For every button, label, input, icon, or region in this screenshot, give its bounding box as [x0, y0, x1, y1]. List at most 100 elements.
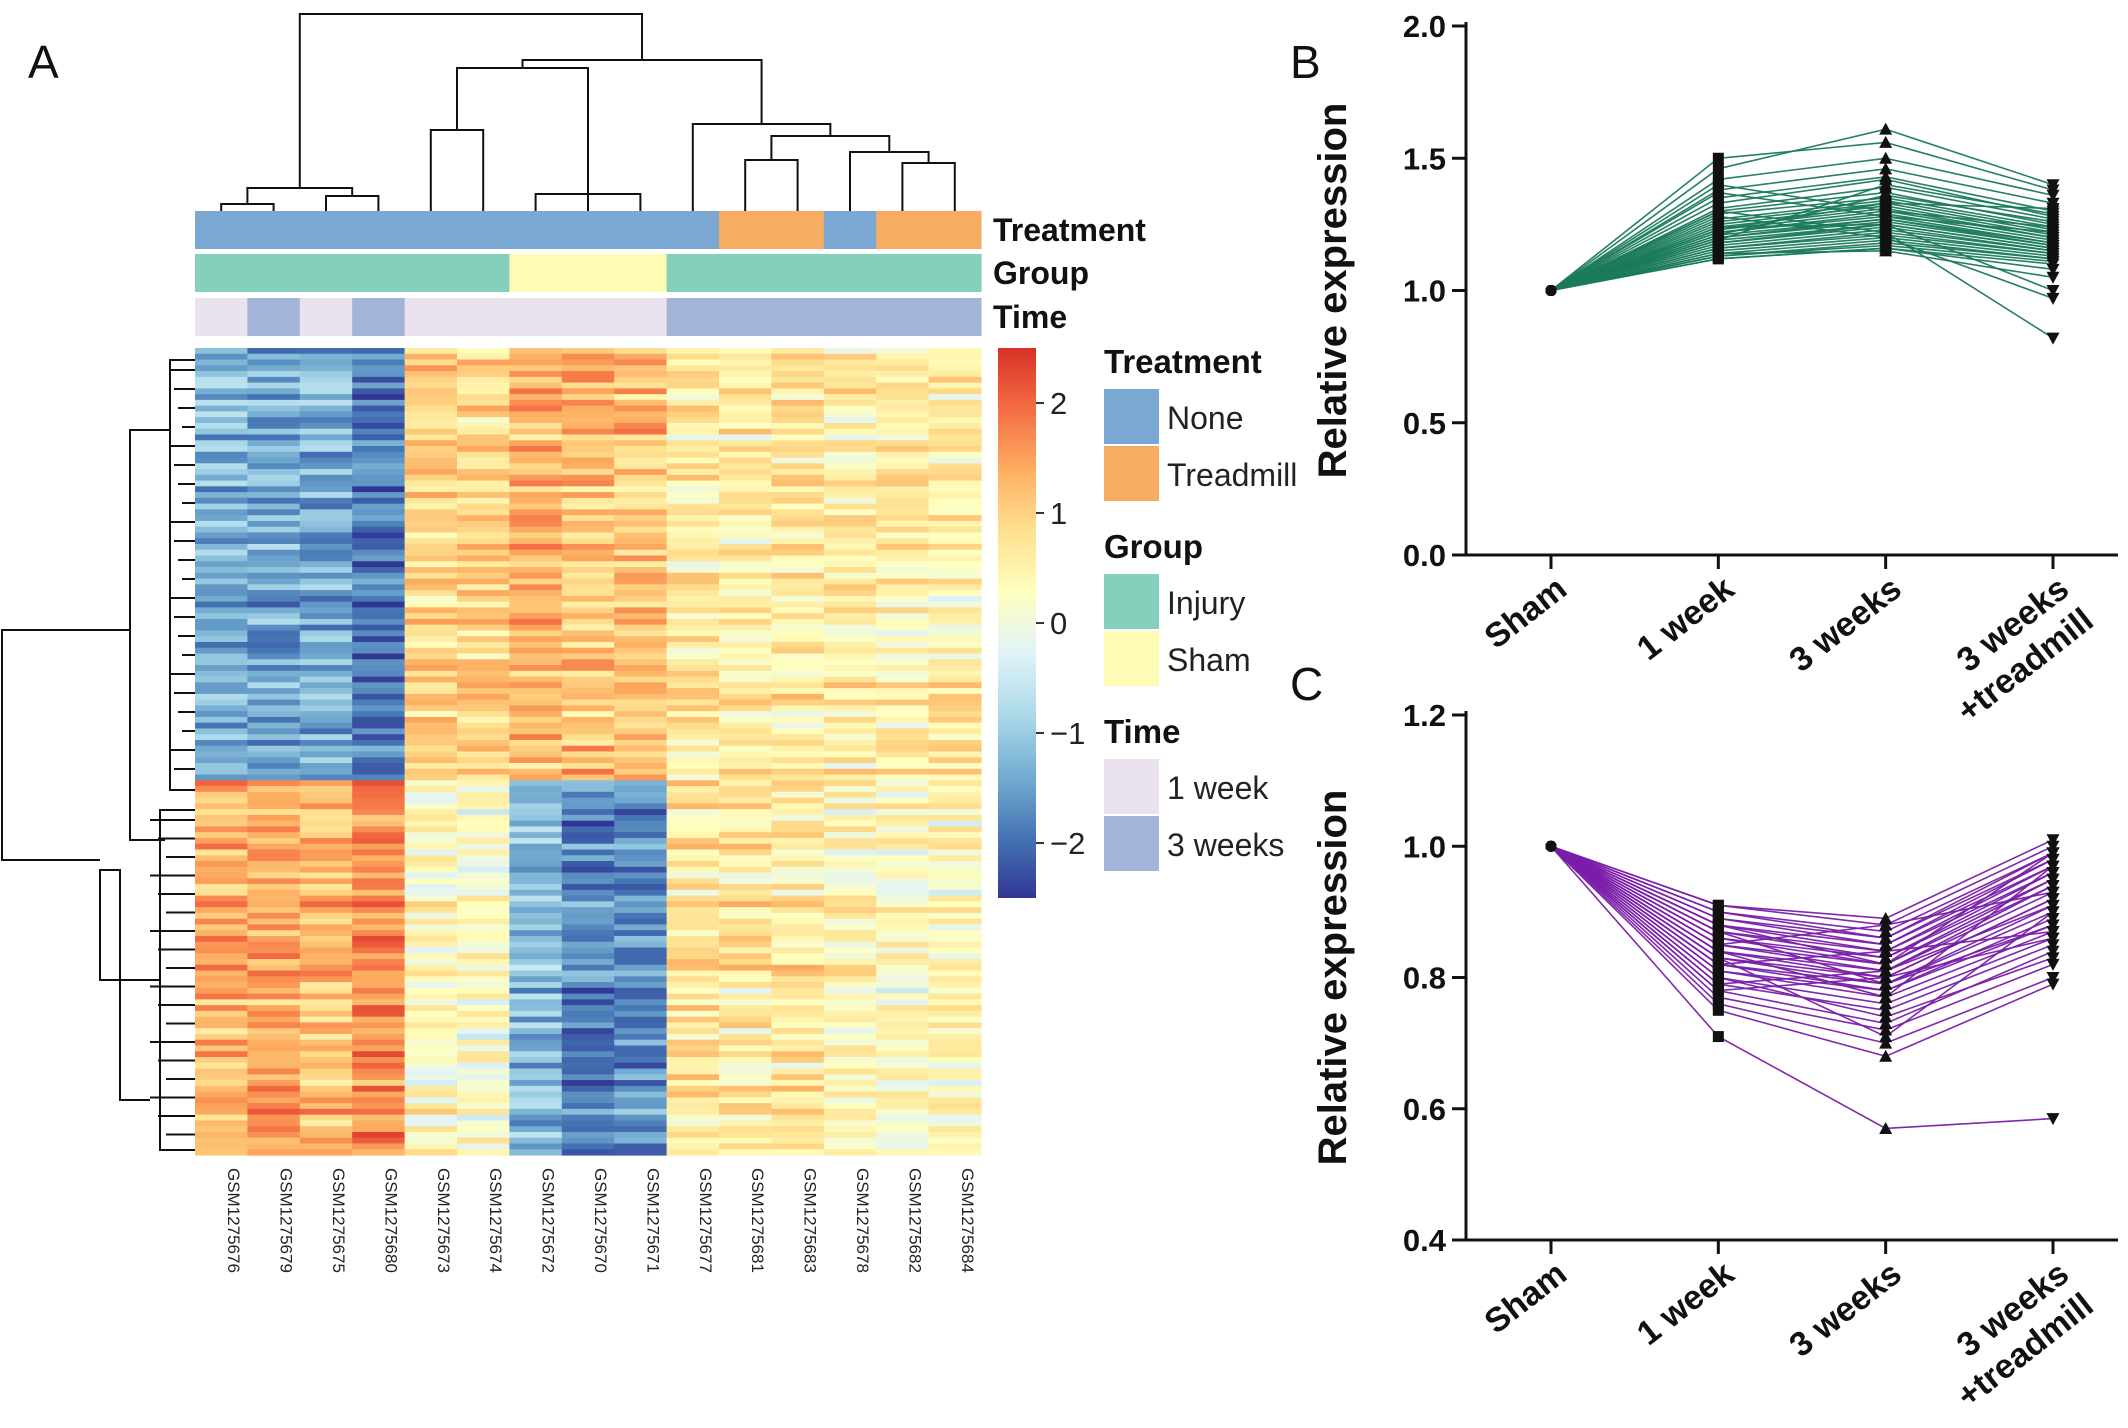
heatmap-cell — [614, 826, 668, 833]
heatmap-cell — [876, 941, 930, 949]
panel-label-b: B — [1290, 36, 1321, 88]
heatmap-cell — [823, 763, 877, 770]
heatmap-cell — [509, 884, 563, 891]
data-point — [2046, 834, 2060, 847]
annotation-cell — [666, 254, 720, 292]
heatmap-cell — [195, 1062, 248, 1070]
heatmap-cell — [823, 503, 877, 510]
heatmap-cell — [247, 451, 301, 459]
heatmap-cell — [928, 699, 982, 706]
heatmap-cell — [352, 561, 406, 568]
heatmap-cell — [928, 959, 982, 966]
legend-title: Group — [1104, 528, 1203, 565]
heatmap-cell — [928, 884, 982, 891]
heatmap-cell — [719, 739, 772, 747]
data-point — [1879, 151, 1893, 164]
heatmap-cell — [876, 676, 930, 683]
heatmap-cell — [876, 659, 930, 666]
heatmap-cell — [561, 1005, 615, 1012]
data-point — [1879, 188, 1893, 201]
heatmap-cell — [457, 1045, 510, 1052]
heatmap-cell — [352, 757, 406, 764]
heatmap-cell — [404, 1149, 458, 1156]
heatmap-cell — [771, 814, 825, 822]
heatmap-cell — [195, 935, 248, 943]
heatmap-cell — [928, 411, 982, 418]
heatmap-cell — [247, 457, 301, 464]
heatmap-cell — [561, 930, 615, 937]
heatmap-cell — [404, 503, 458, 510]
x-tick-label: 3 weeks — [1782, 569, 1908, 679]
series-line — [1550, 247, 2054, 292]
heatmap-cell — [404, 613, 458, 620]
x-tick-label: 3 weeks+treadmill — [1925, 1254, 2100, 1415]
heatmap-cell — [352, 520, 406, 528]
heatmap-cell — [719, 543, 772, 551]
heatmap-cell — [719, 941, 772, 949]
heatmap-cell — [876, 1137, 930, 1145]
heatmap-cell — [928, 422, 982, 430]
heatmap-cell — [771, 953, 825, 960]
heatmap-cell — [561, 1097, 615, 1104]
heatmap-cell — [457, 584, 510, 591]
heatmap-cell — [509, 549, 563, 557]
heatmap-cell — [928, 1114, 982, 1122]
heatmap-cell — [876, 861, 930, 868]
heatmap-cell — [457, 693, 510, 701]
heatmap-cell — [195, 641, 248, 649]
heatmap-cell — [404, 693, 458, 701]
heatmap-cell — [928, 711, 982, 718]
heatmap-cell — [823, 371, 877, 378]
heatmap-cell — [299, 497, 353, 505]
heatmap-cell — [352, 590, 406, 597]
heatmap-cell — [457, 607, 510, 614]
column-dendrogram-branch — [849, 151, 930, 211]
heatmap-cell — [928, 1022, 982, 1029]
heatmap-cell — [299, 1120, 353, 1127]
heatmap-cell — [299, 734, 353, 741]
heatmap-cell — [771, 1045, 825, 1052]
heatmap-cell — [352, 1126, 406, 1133]
heatmap-cell — [928, 353, 982, 361]
heatmap-cell — [614, 595, 668, 603]
heatmap-cell — [195, 763, 248, 770]
heatmap-cell — [928, 659, 982, 666]
heatmap-cell — [561, 515, 615, 522]
heatmap-cell — [614, 1022, 668, 1029]
heatmap-cell — [666, 590, 720, 597]
heatmap-cell — [299, 993, 353, 1000]
heatmap-cell — [876, 872, 930, 879]
heatmap-cell — [352, 745, 406, 753]
heatmap-cell — [195, 912, 248, 920]
heatmap-cell — [195, 889, 248, 897]
heatmap-cell — [876, 584, 930, 591]
heatmap-cell — [509, 682, 563, 689]
heatmap-cell — [299, 745, 353, 753]
heatmap-cell — [876, 520, 930, 528]
heatmap-cell — [928, 1137, 982, 1145]
heatmap-cell — [561, 1028, 615, 1035]
heatmap-cell — [247, 1143, 301, 1150]
heatmap-cell — [404, 1080, 458, 1087]
heatmap-cell — [614, 670, 668, 678]
heatmap-cell — [771, 826, 825, 833]
legend-swatch — [1104, 446, 1159, 501]
heatmap-cell — [352, 480, 406, 487]
heatmap-cell — [352, 428, 406, 436]
column-dendrogram-branch — [691, 123, 832, 211]
heatmap-cell — [352, 371, 406, 378]
heatmap-cell — [614, 457, 668, 464]
heatmap-cell — [561, 768, 615, 776]
heatmap-cell — [561, 520, 615, 528]
heatmap-cell — [352, 895, 406, 902]
heatmap-cell — [666, 999, 720, 1006]
heatmap-cell — [928, 1149, 982, 1156]
heatmap-cell — [614, 739, 668, 747]
heatmap-cell — [247, 837, 301, 845]
heatmap-cell — [928, 676, 982, 683]
heatmap-cell — [719, 832, 772, 839]
heatmap-cell — [561, 630, 615, 637]
heatmap-cell — [771, 1120, 825, 1127]
heatmap-cell — [561, 382, 615, 389]
